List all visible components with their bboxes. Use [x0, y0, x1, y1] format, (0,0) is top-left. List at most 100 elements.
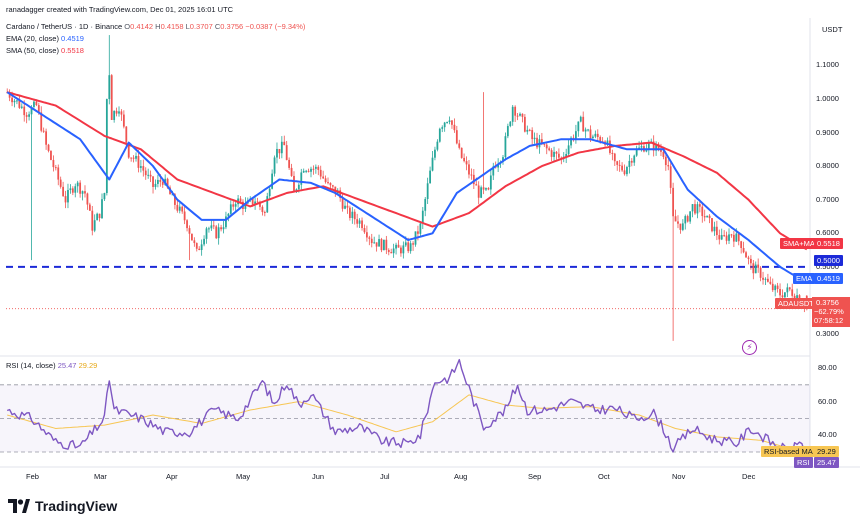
candle-body — [244, 203, 247, 209]
price-tick: 0.6000 — [816, 228, 839, 238]
candle-body — [84, 191, 86, 194]
candle-body — [280, 141, 283, 154]
candle-body — [793, 295, 796, 300]
candle-body — [689, 211, 692, 222]
tradingview-logo[interactable]: TradingView — [8, 498, 117, 514]
candle-body — [40, 112, 43, 131]
candle-body — [295, 189, 298, 191]
candle-body — [791, 289, 794, 296]
candle-body — [322, 176, 325, 179]
credit-line: ranadagger created with TradingView.com,… — [6, 5, 234, 14]
candle-body — [67, 189, 69, 203]
candle-body — [212, 225, 215, 227]
candle-body — [715, 226, 718, 236]
time-tick: Aug — [454, 472, 468, 481]
candle-body — [324, 178, 327, 183]
candle-body — [596, 133, 599, 138]
candle-body — [575, 131, 577, 139]
candle-body — [25, 115, 28, 117]
candle-body — [120, 111, 123, 115]
candle-body — [288, 159, 291, 168]
candle-body — [470, 174, 473, 176]
time-tick: Oct — [598, 472, 610, 481]
ema-legend-label: EMA (20, close) — [6, 34, 59, 43]
candle-body — [448, 120, 451, 123]
rsi-band-fill — [0, 384, 810, 452]
candle-body — [135, 155, 137, 159]
candle-body — [718, 235, 721, 240]
candle-body — [713, 226, 716, 232]
ema-legend[interactable]: EMA (20, close) 0.4519 — [6, 34, 84, 43]
candle-body — [698, 204, 701, 207]
candle-body — [8, 92, 11, 98]
sma-legend[interactable]: SMA (50, close) 0.5518 — [6, 46, 84, 55]
candle-body — [300, 172, 303, 185]
candle-body — [455, 130, 458, 144]
candle-body — [176, 204, 179, 211]
candle-body — [42, 130, 45, 132]
ema-legend-value: 0.4519 — [61, 34, 84, 43]
candle-body — [35, 101, 38, 106]
candle-body — [263, 212, 266, 214]
candle-body — [745, 252, 747, 258]
lightning-icon[interactable]: ⚡ — [742, 340, 757, 355]
sma-tag-name: SMA+MA — [780, 238, 818, 249]
candle-body — [271, 173, 274, 189]
candle-body — [361, 220, 363, 229]
candle-body — [557, 153, 560, 158]
candle-body — [297, 184, 300, 190]
candle-body — [149, 174, 152, 177]
price-tick: 1.1000 — [816, 60, 839, 70]
candle-body — [441, 127, 444, 129]
ema-tag-value: 0.4519 — [814, 273, 843, 284]
candle-body — [475, 184, 478, 186]
candle-body — [720, 235, 723, 240]
candle-body — [91, 210, 94, 231]
candle-body — [127, 142, 130, 158]
candle-body — [186, 220, 188, 229]
candle-body — [37, 105, 40, 113]
time-tick: Apr — [166, 472, 178, 481]
candle-body — [514, 106, 517, 116]
candle-body — [759, 267, 762, 278]
candle-body — [208, 228, 210, 230]
candle-body — [618, 164, 621, 166]
candle-body — [387, 249, 390, 253]
time-tick: Mar — [94, 472, 107, 481]
candle-body — [50, 150, 52, 160]
price-tick: 0.7000 — [816, 194, 839, 204]
ohlc-open-label: O — [124, 22, 131, 31]
candle-body — [385, 239, 388, 250]
candle-body — [679, 223, 682, 230]
candle-body — [781, 295, 784, 298]
candle-body — [310, 168, 312, 172]
candle-body — [57, 167, 60, 180]
candle-body — [302, 170, 305, 173]
candle-body — [346, 205, 349, 208]
candle-body — [762, 277, 764, 280]
rsi-legend[interactable]: RSI (14, close) 25.47 29.29 — [6, 361, 97, 370]
candle-body — [711, 218, 713, 232]
candle-body — [47, 144, 50, 151]
candle-body — [404, 242, 407, 246]
candle-body — [579, 116, 582, 122]
candle-body — [657, 143, 660, 150]
candle-body — [458, 143, 461, 148]
candle-body — [672, 187, 675, 217]
candle-body — [154, 183, 157, 187]
candle-body — [96, 213, 99, 221]
candle-body — [516, 115, 519, 117]
candle-body — [543, 143, 546, 145]
candle-body — [103, 193, 106, 200]
candle-body — [582, 116, 585, 132]
candle-body — [122, 114, 125, 127]
time-tick: May — [236, 472, 251, 481]
candle-body — [220, 227, 222, 230]
ohlc-high-label: H — [155, 22, 161, 31]
candle-body — [623, 170, 626, 175]
candle-body — [215, 226, 218, 239]
candle-body — [703, 216, 706, 218]
candle-body — [652, 141, 655, 151]
candle-body — [779, 289, 781, 296]
